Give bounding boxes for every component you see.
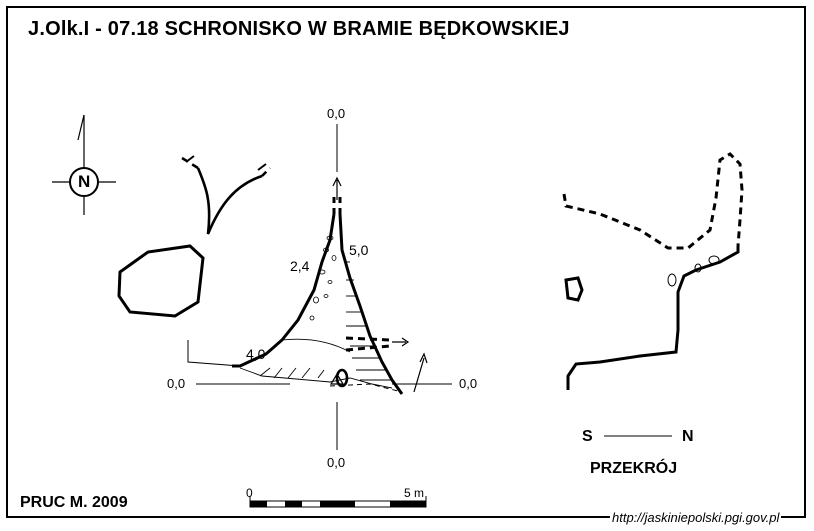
map-frame bbox=[6, 6, 806, 518]
section-label: PRZEKRÓJ bbox=[590, 460, 678, 477]
elevation-label-right: 0,0 bbox=[459, 376, 478, 391]
scale-end-label: 5 m bbox=[404, 486, 425, 500]
author-credit: PRUC M. 2009 bbox=[20, 494, 128, 511]
north-arrow-icon bbox=[52, 114, 116, 215]
cave-cross-section bbox=[562, 152, 744, 437]
north-label: N bbox=[78, 172, 91, 191]
source-url-link[interactable]: http://jaskiniepolski.pgi.gov.pl bbox=[610, 510, 782, 525]
section-dir-north: N bbox=[682, 428, 694, 445]
elevation-label-top: 0,0 bbox=[327, 106, 346, 121]
rock-pillar-outline bbox=[181, 155, 271, 235]
scale-start-label: 0 bbox=[246, 486, 253, 500]
cave-title: J.Olk.I - 07.18 SCHRONISKO W BRAMIE BĘDK… bbox=[28, 18, 570, 40]
section-dir-south: S bbox=[582, 428, 593, 445]
elevation-label-left: 0,0 bbox=[167, 376, 186, 391]
depth-label-c: 4,0 bbox=[246, 346, 266, 362]
rock-block-outline bbox=[117, 244, 205, 318]
depth-label-a: 2,4 bbox=[290, 258, 310, 274]
scale-bar bbox=[249, 496, 427, 508]
elevation-label-bottom: 0,0 bbox=[327, 455, 346, 470]
cave-plan bbox=[187, 176, 428, 395]
depth-label-b: 5,0 bbox=[349, 242, 369, 258]
plan-axes bbox=[196, 124, 452, 450]
